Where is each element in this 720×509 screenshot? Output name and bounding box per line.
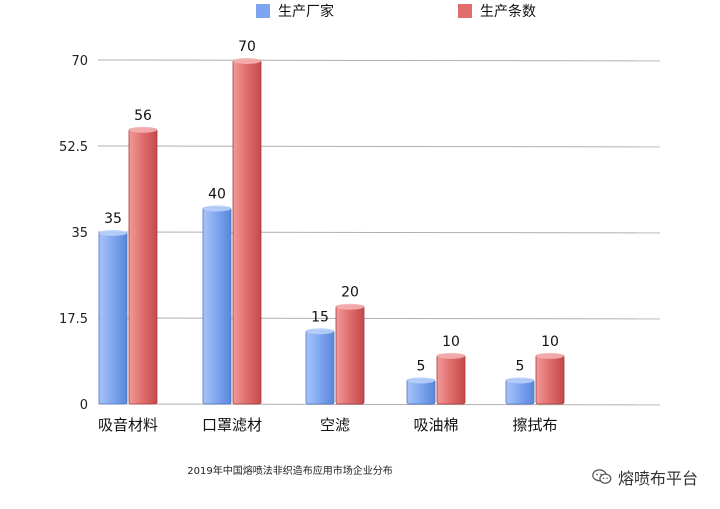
bar-body — [436, 354, 466, 405]
y-tick-label: 17.5 — [59, 312, 88, 327]
bar-manufacturers — [305, 328, 335, 405]
x-axis-categories: 吸音材料 口罩滤材 空滤 吸油棉 擦拭布 — [98, 416, 558, 434]
data-label: 20 — [341, 285, 359, 301]
bar-manufacturers — [98, 230, 128, 405]
data-label: 10 — [442, 334, 460, 350]
bar-lines — [335, 303, 365, 405]
legend: 生产厂家 生产条数 — [256, 3, 536, 20]
category-label: 吸音材料 — [98, 416, 158, 434]
bar-lines — [232, 58, 262, 405]
bar-manufacturers — [505, 377, 535, 405]
gridlines — [97, 59, 661, 406]
data-label: 56 — [134, 108, 152, 124]
bar-body — [335, 305, 365, 405]
data-label: 5 — [417, 358, 426, 374]
data-label: 70 — [238, 39, 256, 55]
category-label: 吸油棉 — [413, 416, 458, 434]
watermark-text: 熔喷布平台 — [617, 469, 698, 488]
bar-top — [129, 126, 157, 133]
gridline — [97, 403, 661, 406]
bars — [98, 58, 565, 405]
gridline — [97, 145, 661, 148]
category-label: 空滤 — [320, 416, 350, 434]
bar-top — [233, 58, 261, 64]
legend-label: 生产条数 — [480, 3, 536, 20]
bar-top — [99, 230, 127, 236]
y-tick-label: 35 — [71, 226, 88, 241]
bar-top — [506, 377, 534, 384]
bar-top — [336, 303, 364, 310]
bar-top — [437, 352, 465, 359]
legend-swatch — [256, 4, 270, 18]
data-label: 15 — [311, 309, 329, 325]
data-label: 10 — [541, 334, 559, 350]
legend-swatch — [458, 4, 472, 18]
y-tick-label: 70 — [71, 54, 88, 69]
bar-lines — [128, 126, 158, 405]
bar-body — [535, 354, 565, 405]
bar-body — [98, 231, 128, 405]
bar-lines — [535, 352, 565, 405]
gridline — [97, 59, 661, 62]
y-tick-label: 52.5 — [59, 140, 88, 155]
category-label: 擦拭布 — [512, 416, 557, 434]
y-tick-label: 0 — [80, 398, 88, 413]
bar-manufacturers — [202, 205, 232, 405]
wechat-icon — [592, 469, 612, 484]
bar-manufacturers — [406, 377, 436, 405]
bar-body — [305, 329, 335, 405]
bar-top — [203, 205, 231, 212]
chart-caption: 2019年中国熔喷法非织造布应用市场企业分布 — [187, 466, 393, 477]
data-label: 35 — [104, 211, 122, 227]
gridline — [97, 317, 661, 320]
data-label: 5 — [516, 358, 525, 374]
bar-top — [407, 377, 435, 384]
bar-body — [202, 207, 232, 405]
y-axis-ticks: 0 17.5 35 52.5 70 — [59, 54, 88, 413]
bar-top — [306, 328, 334, 335]
bar-body — [128, 128, 158, 405]
legend-label: 生产厂家 — [278, 3, 334, 20]
data-label: 40 — [208, 186, 226, 202]
gridline — [97, 231, 661, 234]
watermark: 熔喷布平台 — [592, 465, 698, 489]
bar-top — [536, 352, 564, 359]
bar-lines — [436, 352, 466, 405]
bar-body — [232, 59, 262, 405]
data-labels: 35 56 40 70 15 20 5 10 5 10 — [104, 39, 559, 374]
category-label: 口罩滤材 — [202, 416, 262, 434]
